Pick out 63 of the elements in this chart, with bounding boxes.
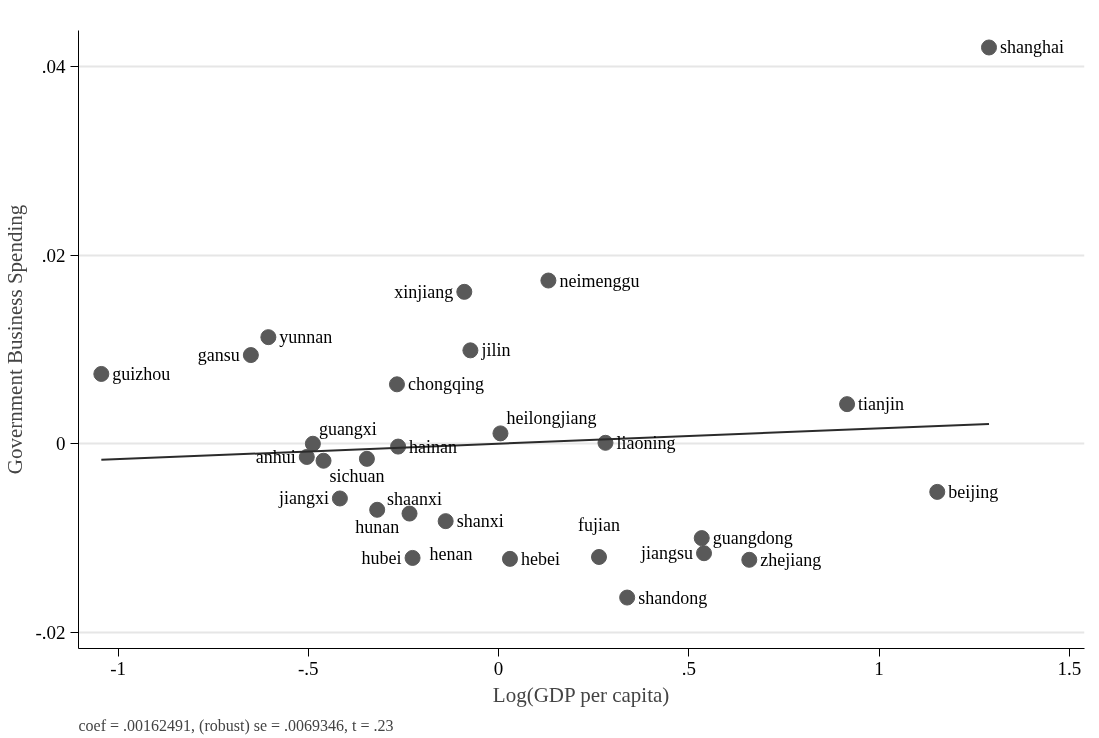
point (462, 342, 479, 359)
y-tick-label: .04 (41, 55, 66, 77)
annotation: guizhou (112, 363, 171, 384)
point (93, 365, 110, 382)
point (315, 452, 332, 469)
x-tick-label: -1 (110, 657, 126, 679)
point (242, 347, 259, 364)
x-tick-label: 1.5 (1057, 657, 1082, 679)
annotation: gansu (197, 345, 240, 366)
y-tick-label: -.02 (35, 621, 66, 643)
x-tick-label: 0 (493, 657, 504, 679)
annotation: jilin (480, 340, 511, 361)
point (696, 545, 713, 562)
point (260, 329, 277, 346)
annotation: chongqing (407, 374, 484, 395)
x-tick-label: 1 (874, 657, 884, 679)
point (456, 283, 473, 300)
point (741, 551, 758, 568)
point (358, 450, 375, 467)
annotation: liaoning (616, 432, 676, 453)
point (619, 589, 636, 606)
point (388, 376, 405, 393)
annotation: hunan (355, 516, 400, 537)
annotation: guangdong (712, 528, 793, 549)
annotation: jiangsu (640, 543, 694, 564)
annotation: heilongjiang (506, 408, 597, 429)
point (591, 548, 607, 565)
point (404, 549, 421, 566)
point (540, 272, 557, 289)
point (839, 396, 856, 413)
annotation: yunnan (279, 327, 333, 348)
annotation: hebei (520, 548, 560, 569)
annotation: beijing (948, 481, 999, 502)
annotation: shanxi (456, 511, 504, 532)
y-tick-label: 0 (56, 433, 66, 455)
annotation: neimenggu (559, 270, 640, 291)
point (501, 550, 518, 567)
x-tick-label: .5 (681, 657, 696, 679)
annotation: xinjiang (394, 281, 454, 302)
point (369, 501, 386, 518)
point (331, 490, 348, 507)
point (437, 513, 454, 530)
point (929, 483, 946, 500)
annotation: fujian (578, 514, 621, 535)
point (981, 39, 997, 56)
annotation: zhejiang (760, 549, 822, 570)
annotation: tianjin (858, 394, 905, 415)
annotation: shandong (638, 587, 708, 608)
y-axis-title: Government Business Spending (3, 204, 28, 475)
point (304, 435, 321, 452)
point (693, 530, 710, 547)
annotation: shaanxi (386, 488, 442, 509)
annotation: guangxi (318, 418, 377, 439)
annotation: jiangxi (277, 488, 329, 509)
text: coef = .00162491, (robust) se = .0069346, t = .23 (78, 716, 394, 735)
annotation: hubei (361, 547, 402, 568)
x-tick-label: -.5 (298, 657, 319, 679)
y-tick-label: .02 (41, 244, 66, 266)
annotation: shanghai (1000, 37, 1064, 58)
annotation: henan (429, 543, 473, 564)
x-axis-title: Log(GDP per capita) (492, 682, 670, 707)
point (401, 505, 418, 522)
annotation: sichuan (329, 465, 385, 486)
